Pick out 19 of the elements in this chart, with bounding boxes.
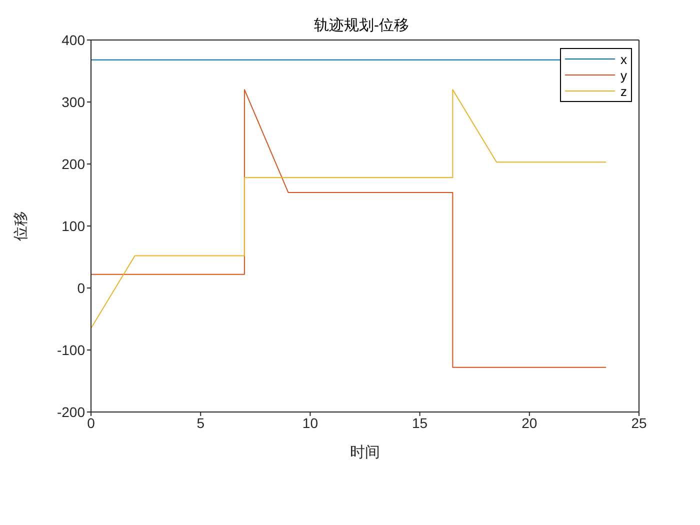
legend-label: z — [620, 84, 627, 98]
y-tick-label: -100 — [56, 342, 86, 358]
y-axis-title: 位移 — [12, 211, 30, 241]
x-tick-label: 5 — [196, 414, 205, 431]
y-tick-label: 300 — [62, 94, 86, 110]
x-tick-label: 10 — [302, 414, 318, 431]
y-tick-label: 0 — [77, 280, 86, 296]
y-tick-label: 400 — [62, 32, 86, 48]
x-tick-label: 0 — [87, 414, 96, 431]
x-axis-title: 时间 — [350, 444, 380, 461]
chart-title: 轨迹规划-位移 — [314, 17, 409, 34]
y-tick-label: 200 — [62, 156, 86, 172]
x-tick-label: 15 — [412, 414, 428, 431]
y-tick-label: 100 — [62, 218, 86, 234]
x-tick-label: 25 — [631, 414, 647, 431]
legend-label: x — [620, 52, 627, 66]
legend-label: y — [620, 68, 627, 82]
y-tick-label: -200 — [56, 404, 86, 420]
x-tick-label: 20 — [522, 414, 538, 431]
